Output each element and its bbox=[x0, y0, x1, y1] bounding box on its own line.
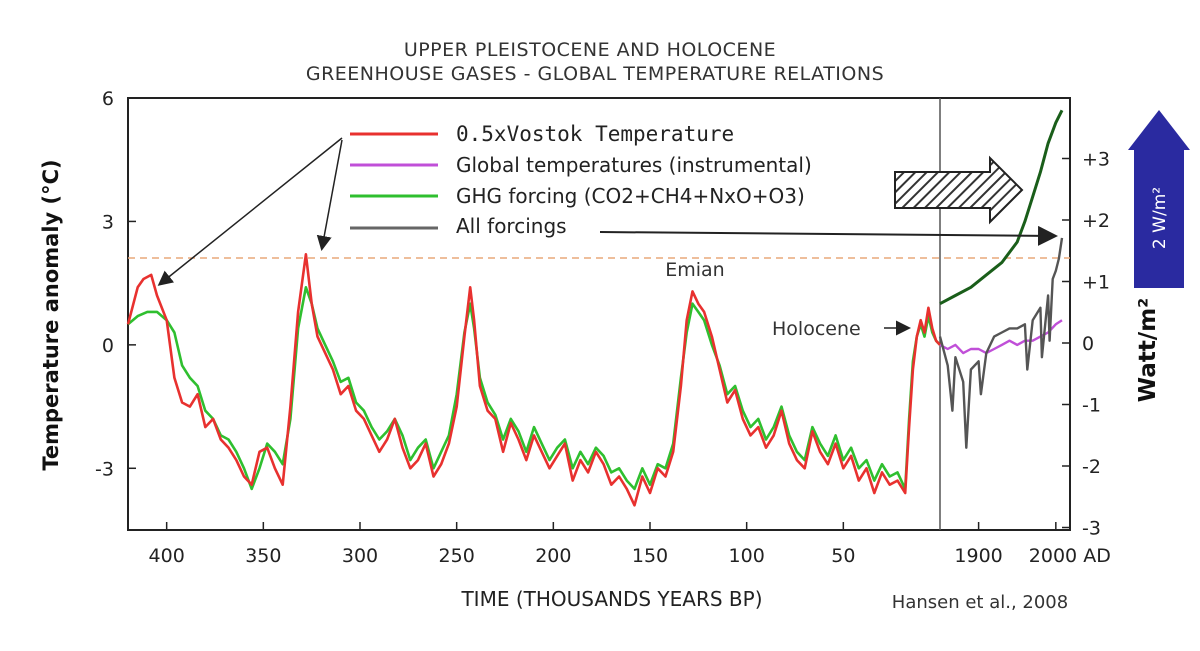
legend-label-vostok: 0.5xVostok Temperature bbox=[456, 122, 734, 146]
series-line-all-forcings bbox=[938, 237, 1064, 449]
right-tick-label: -3 bbox=[1082, 518, 1101, 540]
right-tick-label: +2 bbox=[1082, 210, 1110, 232]
x-ticks: 400 350 300 250 200 150 100 50 1900 2000 AD bbox=[149, 522, 1111, 567]
legend: 0.5xVostok Temperature Global temperatur… bbox=[350, 122, 812, 238]
x-tick-label: 300 bbox=[342, 545, 378, 567]
y-axis-label: Temperature anomaly (°C) bbox=[39, 159, 63, 470]
watt-scale-indicator: 2 W/m² bbox=[1128, 110, 1190, 288]
right-tick-label: -1 bbox=[1082, 395, 1101, 417]
right-tick-label: +1 bbox=[1082, 272, 1110, 294]
x-tick-label: 250 bbox=[439, 545, 475, 567]
pointer-arrow-peak-410 bbox=[157, 137, 343, 286]
right-tick-label: -2 bbox=[1082, 456, 1101, 478]
hatched-arrow bbox=[894, 155, 1024, 225]
left-y-ticks: 6 3 0 -3 bbox=[95, 88, 136, 480]
x-tick-label: 50 bbox=[831, 545, 855, 567]
series-line-ghg bbox=[127, 285, 941, 491]
citation: Hansen et al., 2008 bbox=[892, 592, 1068, 613]
left-tick-label: -3 bbox=[95, 458, 114, 480]
x-tick-label-modern: 1900 bbox=[954, 545, 1002, 567]
legend-label-all-forcings: All forcings bbox=[456, 214, 567, 238]
watt-scale-arrowhead bbox=[1128, 110, 1190, 150]
x-axis-label: TIME (THOUSANDS YEARS BP) bbox=[460, 587, 762, 611]
series-line-modern-ghg bbox=[939, 109, 1064, 306]
left-tick-label: 0 bbox=[102, 335, 114, 357]
x-tick-label: 200 bbox=[535, 545, 571, 567]
holocene-label: Holocene bbox=[772, 318, 861, 340]
legend-label-ghg: GHG forcing (CO2+CH4+NxO+O3) bbox=[456, 184, 805, 208]
x-tick-label: 150 bbox=[632, 545, 668, 567]
plot-frame bbox=[127, 97, 1071, 531]
emian-label: Emian bbox=[665, 259, 724, 281]
y-axis-right-label: Watt/m² bbox=[1135, 298, 1161, 403]
series-layer bbox=[126, 109, 1064, 507]
x-tick-label: 400 bbox=[149, 545, 185, 567]
chart-subtitle: GREENHOUSE GASES - GLOBAL TEMPERATURE RE… bbox=[306, 63, 884, 85]
legend-label-instrumental: Global temperatures (instrumental) bbox=[456, 153, 812, 177]
right-tick-label: 0 bbox=[1082, 333, 1094, 355]
x-tick-label: 350 bbox=[245, 545, 281, 567]
series-line-vostok bbox=[126, 253, 941, 507]
right-tick-label: +3 bbox=[1082, 149, 1110, 171]
x-tick-label-modern: 2000 AD bbox=[1029, 545, 1111, 567]
left-tick-label: 3 bbox=[102, 211, 114, 233]
right-y-ticks: +3 +2 +1 0 -1 -2 -3 bbox=[1062, 149, 1110, 540]
watt-scale-box bbox=[1134, 148, 1184, 288]
watt-scale-label: 2 W/m² bbox=[1150, 187, 1170, 249]
pointer-arrow-peak-325 bbox=[316, 139, 343, 251]
all-forcings-arrow bbox=[599, 225, 1058, 246]
x-tick-label: 100 bbox=[729, 545, 765, 567]
chart-title: UPPER PLEISTOCENE AND HOLOCENE bbox=[404, 39, 776, 61]
left-tick-label: 6 bbox=[102, 88, 114, 110]
